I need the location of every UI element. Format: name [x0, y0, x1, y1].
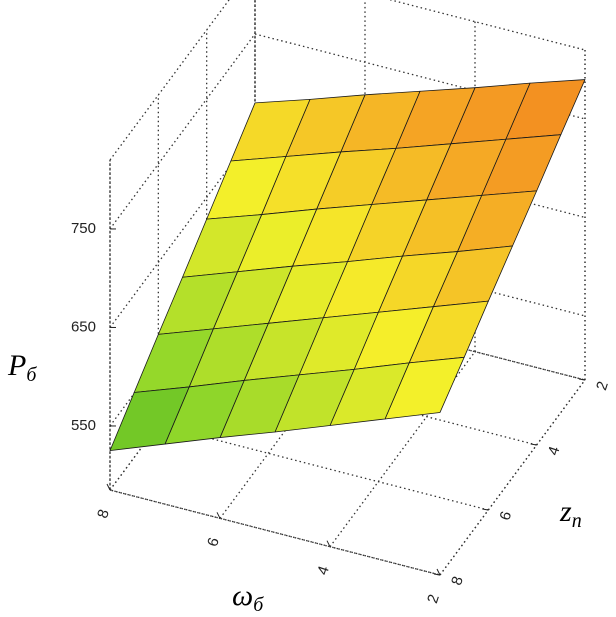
- y-label-subscript: n: [572, 510, 582, 532]
- x-tick: [216, 512, 221, 519]
- box-edge: [109, 0, 230, 161]
- x-label-subscript: б: [253, 594, 264, 616]
- x-tick: [436, 568, 441, 576]
- box-edge: [388, 0, 586, 51]
- z-axis-label: Pб: [7, 349, 37, 386]
- y-axis-label: zn: [559, 495, 582, 532]
- y-tick-label: 2: [593, 379, 612, 392]
- x-tick-label: 4: [314, 564, 333, 577]
- x-tick: [326, 540, 331, 547]
- grid-line: [157, 95, 489, 511]
- x-tick-label: 8: [94, 507, 113, 520]
- box-edge: [109, 489, 441, 576]
- surface: [109, 79, 586, 451]
- x-axis-label: ωб: [232, 579, 264, 616]
- y-tick: [482, 508, 489, 511]
- grid-line: [206, 30, 537, 446]
- y-tick-label: 4: [545, 444, 564, 457]
- grid-line: [254, 0, 586, 381]
- x-tick: [106, 483, 111, 491]
- z-label-subscript: б: [26, 364, 37, 386]
- z-label-symbol: P: [7, 349, 26, 382]
- y-label-symbol: z: [559, 495, 572, 528]
- y-tick-label: 8: [448, 574, 467, 587]
- x-tick-label: 6: [204, 536, 223, 549]
- z-tick-label: 550: [71, 417, 96, 434]
- x-label-symbol: ω: [232, 579, 253, 612]
- y-tick: [530, 443, 537, 446]
- z-tick-label: 650: [71, 318, 96, 335]
- y-tick: [433, 573, 441, 576]
- y-tick-label: 6: [496, 509, 515, 522]
- box-edge: [254, 294, 586, 381]
- surface-cell: [109, 386, 190, 451]
- y-tick: [578, 378, 586, 381]
- x-tick-label: 2: [424, 592, 443, 605]
- labels: Pб ωб zn: [7, 349, 582, 616]
- z-tick-label: 750: [71, 220, 96, 237]
